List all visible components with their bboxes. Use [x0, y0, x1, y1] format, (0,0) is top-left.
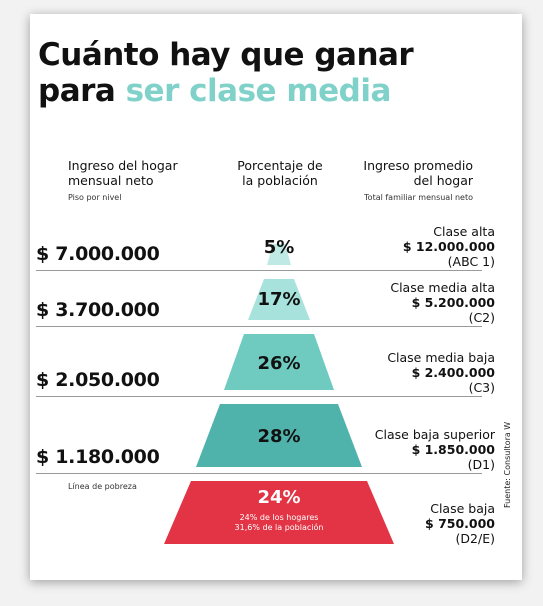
pct-d2e-note: 24% de los hogares 31,6% de la población	[199, 513, 359, 533]
pyramid-tier-c2	[248, 279, 310, 320]
col1-header-line1: Ingreso del hogar	[68, 158, 178, 173]
class-label-d1: Clase baja superior $ 1.850.000 (D1)	[375, 427, 495, 472]
col1-header-line2: mensual neto	[68, 173, 154, 188]
class-code-d2e: (D2/E)	[455, 531, 495, 546]
class-label-c3: Clase media baja $ 2.400.000 (C3)	[387, 350, 495, 395]
source-note: Fuente: Consultora W	[503, 421, 512, 508]
floor-amount-c3: $ 2.050.000	[36, 369, 160, 391]
floor-amount-abc1: $ 7.000.000	[36, 243, 160, 265]
col2-header: Porcentaje de la población	[230, 158, 330, 188]
pct-d2e-note-population: 31,6% de la población	[234, 523, 324, 532]
pct-c2: 17%	[257, 289, 301, 310]
class-name-c3: Clase media baja	[387, 350, 495, 365]
col3-header-line1: Ingreso promedio	[363, 158, 473, 173]
class-name-d2e: Clase baja	[430, 501, 495, 516]
col3-header-line2: del hogar	[413, 173, 473, 188]
pct-abc1: 5%	[263, 237, 295, 258]
class-code-d1: (D1)	[467, 457, 495, 472]
title-line2-accent: ser clase media	[125, 73, 392, 109]
col2-header-line1: Porcentaje de	[237, 158, 323, 173]
class-avg-d1: $ 1.850.000	[411, 442, 495, 457]
class-code-c3: (C3)	[468, 380, 495, 395]
title-line2-plain: para	[38, 73, 126, 109]
title-line1: Cuánto hay que ganar	[38, 37, 414, 73]
pyramid-tier-d1	[196, 404, 362, 467]
separator-4	[36, 473, 482, 474]
col2-header-line2: la población	[242, 173, 318, 188]
pyramid-tier-abc1	[267, 244, 291, 265]
floor-amount-c2: $ 3.700.000	[36, 299, 160, 321]
class-code-c2: (C2)	[468, 310, 495, 325]
class-name-c2: Clase media alta	[390, 280, 495, 295]
page-title: Cuánto hay que ganar para ser clase medi…	[38, 37, 414, 109]
col1-subheader: Piso por nivel	[68, 193, 122, 202]
floor-amount-d1: $ 1.180.000	[36, 446, 160, 468]
class-label-d2e: Clase baja $ 750.000 (D2/E)	[425, 501, 495, 546]
class-name-abc1: Clase alta	[433, 224, 495, 239]
col3-header: Ingreso promedio del hogar	[363, 158, 473, 188]
pyramid-tier-d2e	[164, 481, 394, 544]
pyramid-tier-c3	[224, 334, 334, 390]
class-code-abc1: (ABC 1)	[447, 254, 495, 269]
pct-c3: 26%	[257, 353, 301, 374]
separator-3	[36, 396, 482, 397]
class-avg-c2: $ 5.200.000	[411, 295, 495, 310]
separator-2	[36, 326, 482, 327]
class-avg-c3: $ 2.400.000	[411, 365, 495, 380]
col3-subheader: Total familiar mensual neto	[364, 193, 473, 202]
class-label-abc1: Clase alta $ 12.000.000 (ABC 1)	[403, 224, 495, 269]
pct-d2e: 24%	[257, 487, 301, 508]
class-label-c2: Clase media alta $ 5.200.000 (C2)	[390, 280, 495, 325]
class-name-d1: Clase baja superior	[374, 427, 495, 442]
col1-header: Ingreso del hogar mensual neto	[68, 158, 178, 188]
class-avg-abc1: $ 12.000.000	[402, 239, 495, 254]
poverty-line-label: Línea de pobreza	[68, 482, 137, 491]
class-avg-d2e: $ 750.000	[425, 516, 495, 531]
pct-d1: 28%	[257, 426, 301, 447]
pct-d2e-note-households: 24% de los hogares	[239, 513, 319, 522]
separator-1	[36, 270, 482, 271]
